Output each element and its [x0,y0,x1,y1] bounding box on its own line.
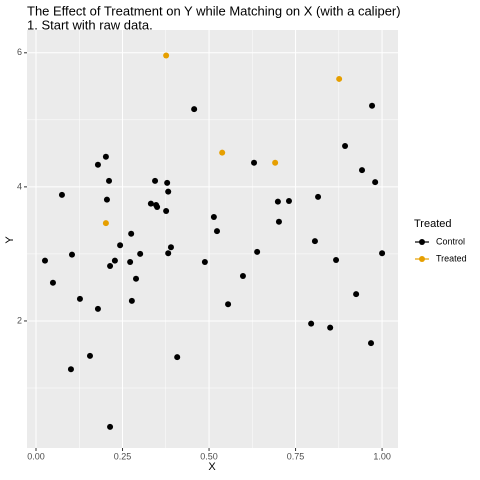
point [128,230,135,237]
point [137,250,144,257]
y-tick-label: 2 [17,315,22,325]
point [327,324,334,331]
point [103,196,110,203]
chart-title: The Effect of Treatment on Y while Match… [27,3,401,18]
point [368,340,375,347]
x-tick-label: 0.50 [200,451,218,461]
point [128,297,135,304]
point [106,177,113,184]
point [274,198,281,205]
point [102,153,109,160]
point [86,352,93,359]
point [94,305,101,312]
point [164,179,171,186]
point [315,193,322,200]
point [174,354,181,361]
chart-subtitle: 1. Start with raw data. [27,17,153,32]
x-axis-title: X [208,461,216,473]
point [49,279,56,286]
point [58,191,65,198]
point [163,52,170,59]
point [201,258,208,265]
point [333,256,340,263]
point [342,142,349,149]
point [336,75,343,82]
x-tick-label: 0.25 [114,451,132,461]
point [133,275,140,282]
point [107,262,114,269]
point [369,102,376,109]
point [251,159,258,166]
legend-label: Control [436,236,465,246]
point [76,295,83,302]
point [379,250,386,257]
point [219,149,226,156]
point [272,159,279,166]
point [117,242,124,249]
legend-key [419,256,425,262]
point [254,248,261,255]
point [167,244,174,251]
point [285,197,292,204]
point [147,200,154,207]
point [210,214,217,221]
point [127,258,134,265]
point [152,177,159,184]
y-tick-label: 4 [17,181,22,191]
point [213,228,220,235]
legend-label: Treated [436,253,467,263]
x-tick-label: 0.00 [27,451,45,461]
point [225,301,232,308]
y-axis-title: Y [4,236,16,244]
point [353,291,360,298]
point [239,273,246,280]
point [67,366,74,373]
point [308,320,315,327]
legend-title: Treated [414,218,452,230]
point [102,220,109,227]
legend-key [419,239,425,245]
point [154,203,161,210]
point [163,208,170,215]
point [107,423,114,430]
point [165,250,172,257]
point [311,238,318,245]
x-tick-label: 0.75 [287,451,305,461]
point [111,257,118,264]
point [94,161,101,168]
panel [27,30,398,448]
point [165,188,172,195]
point [372,179,379,186]
point [68,251,75,258]
y-tick-label: 6 [17,47,22,57]
x-tick-label: 1.00 [373,451,391,461]
point [275,218,282,225]
point [359,167,366,174]
point [41,257,48,264]
point [191,106,198,113]
